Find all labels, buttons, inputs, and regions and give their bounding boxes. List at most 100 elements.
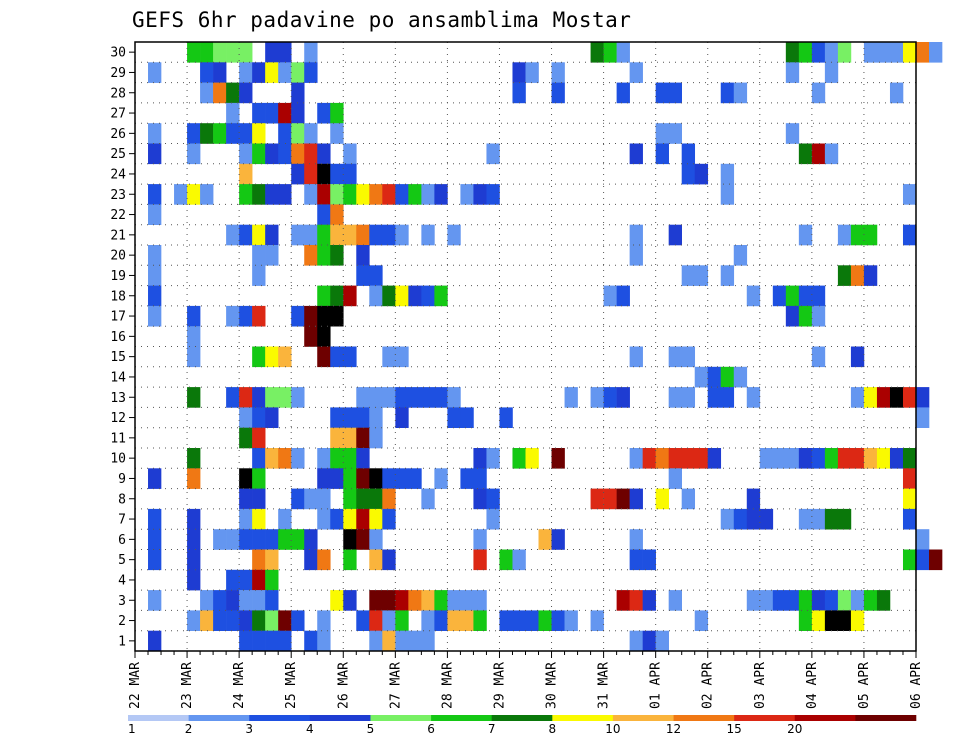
heatmap-cell (304, 163, 318, 185)
heatmap-cell (369, 285, 383, 307)
heatmap-cell (434, 387, 448, 408)
colorbar-legend: 1 2 3 4 5 6 7 8 10 12 15 20 (128, 715, 917, 736)
heatmap-cell (369, 407, 383, 428)
heatmap-cell (824, 62, 839, 83)
heatmap-cell (395, 184, 409, 205)
colorbar-segment (552, 715, 614, 721)
heatmap-cell (356, 448, 370, 469)
heatmap-cell (252, 143, 266, 165)
heatmap-cell (252, 224, 266, 246)
heatmap-cell (278, 143, 292, 165)
y-tick-label: 21 (110, 228, 126, 243)
heatmap-cell (148, 285, 162, 307)
y-tick-label: 14 (110, 370, 126, 385)
colorbar-label: 15 (727, 722, 742, 736)
heatmap-cell (863, 590, 878, 611)
heatmap-cell (785, 285, 800, 307)
heatmap-cell (252, 590, 266, 611)
heatmap-cell (239, 569, 253, 591)
heatmap-cell (629, 224, 643, 246)
colorbar-label: 3 (245, 722, 253, 736)
heatmap-cell (278, 62, 292, 83)
heatmap-cell (213, 123, 227, 144)
heatmap-cell (655, 123, 669, 144)
x-tick-label: 03 APR (753, 662, 768, 709)
heatmap-cell (369, 590, 383, 611)
y-tick-label: 13 (110, 391, 126, 406)
heatmap-cell (811, 448, 826, 469)
heatmap-cell (668, 82, 682, 104)
heatmap-cell (642, 590, 656, 611)
heatmap-cell (811, 346, 826, 368)
heatmap-cell (434, 590, 448, 611)
heatmap-cell (239, 42, 253, 63)
heatmap-cell (187, 123, 201, 144)
y-tick-label: 2 (118, 614, 126, 629)
heatmap-cell (382, 508, 396, 530)
y-tick-label: 3 (118, 594, 126, 609)
heatmap-cell (798, 448, 813, 469)
heatmap-cell (395, 407, 409, 428)
heatmap-cell (148, 62, 162, 83)
x-tick-label: 02 APR (701, 662, 716, 709)
heatmap-cell (265, 245, 279, 266)
heatmap-cell (239, 224, 253, 246)
heatmap-cell (616, 82, 630, 104)
colorbar-label: 12 (666, 722, 681, 736)
heatmap-cell (148, 529, 162, 550)
heatmap-cell (811, 82, 826, 104)
heatmap-cell (252, 427, 266, 449)
heatmap-cell (356, 488, 370, 510)
heatmap-cell (382, 184, 396, 205)
heatmap-cell (343, 407, 357, 428)
heatmap-cell (902, 468, 917, 489)
heatmap-cell (330, 407, 344, 428)
heatmap-cell (916, 407, 930, 428)
heatmap-cell (187, 346, 201, 368)
heatmap-cell (291, 123, 305, 144)
heatmap-cell (707, 366, 722, 388)
heatmap-cell (837, 224, 852, 246)
colorbar-label: 6 (427, 722, 435, 736)
heatmap-cell (785, 448, 800, 469)
heatmap-cell (252, 610, 266, 631)
heatmap-cell (291, 163, 305, 185)
heatmap-cell (798, 610, 813, 631)
heatmap-cell (629, 245, 643, 266)
heatmap-cell (369, 529, 383, 550)
heatmap-cell (239, 590, 253, 611)
y-tick-label: 23 (110, 188, 126, 203)
heatmap-cell (629, 488, 643, 510)
heatmap-cell (421, 610, 435, 631)
heatmap-cell (512, 610, 526, 631)
heatmap-cell (278, 123, 292, 144)
heatmap-cell (330, 163, 344, 185)
heatmap-cell (473, 184, 487, 205)
heatmap-cell (421, 488, 435, 510)
heatmap-cell (148, 123, 162, 144)
heatmap-cell (317, 448, 331, 469)
heatmap-cell (369, 610, 383, 631)
heatmap-cell (239, 387, 253, 408)
heatmap-cell (408, 285, 422, 307)
heatmap-cell (330, 508, 344, 530)
x-axis: 22 MAR 23 MAR 24 MAR 25 MAR 26 MAR 27 MAR 28 M… (128, 651, 924, 709)
heatmap-cell (447, 387, 461, 408)
heatmap-cell (616, 488, 630, 510)
y-tick-label: 17 (110, 310, 126, 325)
heatmap-cell (811, 610, 826, 631)
heatmap-cell (252, 468, 266, 489)
heatmap-cell (421, 387, 435, 408)
heatmap-cell (304, 123, 318, 144)
heatmap-cell (746, 508, 761, 530)
grid-lines (135, 42, 916, 651)
heatmap-cell (902, 508, 917, 530)
colorbar-segment (673, 715, 735, 721)
heatmap-cell (850, 610, 865, 631)
heatmap-cell (252, 488, 266, 510)
heatmap-cell (265, 407, 279, 428)
heatmap-cell (642, 549, 656, 571)
heatmap-cell (187, 529, 201, 550)
heatmap-cell (525, 610, 539, 631)
heatmap-cell (850, 448, 865, 469)
